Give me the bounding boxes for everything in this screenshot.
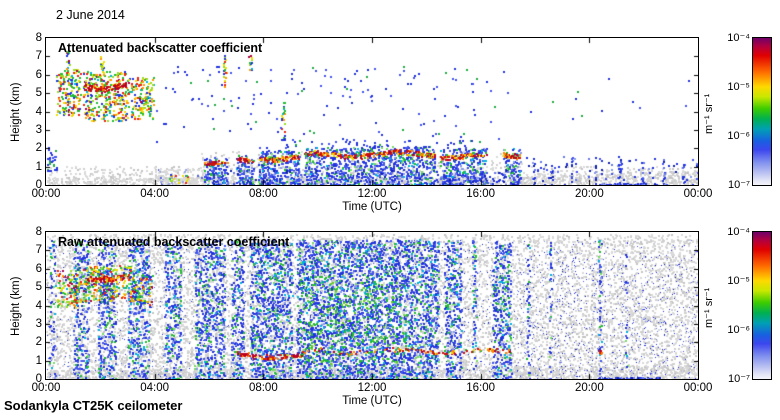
x-tick-label: 04:00 (140, 382, 170, 394)
colorbar-unit-top: m⁻¹ sr⁻¹ (703, 93, 715, 134)
x-axis-label-top: Time (UTC) (342, 201, 402, 213)
colorbar-tick-label: 10⁻⁵ (727, 274, 750, 287)
y-tick-label: 4 (35, 105, 42, 118)
colorbar-tick-label: 10⁻⁶ (727, 130, 750, 142)
y-tick-label: 0 (35, 179, 42, 191)
y-axis-label-top: Height (km) (10, 82, 22, 142)
panel-title-bottom: Raw attenuated backscatter coefficient (58, 235, 290, 249)
colorbar-tick-label: 10⁻⁶ (727, 324, 750, 336)
instrument-label: Sodankyla CT25K ceilometer (4, 398, 183, 413)
x-tick-label: 20:00 (574, 188, 604, 200)
x-tick-label: 00:00 (31, 382, 61, 394)
x-tick-label: 08:00 (248, 382, 278, 394)
y-tick-label: 5 (35, 281, 42, 294)
colorbar-tick-label: 10⁻⁷ (727, 373, 750, 385)
y-tick-label: 8 (35, 32, 42, 44)
colorbar-unit-bottom: m⁻¹ sr⁻¹ (703, 287, 715, 328)
y-tick-label: 6 (35, 68, 42, 81)
colorbar-bottom (752, 231, 772, 380)
y-tick-label: 3 (35, 317, 42, 330)
y-tick-label: 1 (35, 354, 42, 367)
x-tick-label: 04:00 (140, 188, 170, 200)
x-tick-label: 12:00 (357, 382, 387, 394)
y-tick-label: 5 (35, 87, 42, 100)
x-tick-label: 20:00 (574, 382, 604, 394)
x-tick-label: 00:00 (683, 382, 713, 394)
colorbar-tick-label: 10⁻⁴ (727, 226, 750, 238)
x-tick-label: 16:00 (466, 382, 496, 394)
y-tick-label: 2 (35, 142, 42, 155)
y-tick-label: 7 (35, 50, 42, 63)
y-tick-label: 2 (35, 336, 42, 349)
x-tick-label: 00:00 (683, 188, 713, 200)
panel-raw-attenuated-backscatter: Raw attenuated backscatter coefficient (45, 231, 699, 380)
colorbar-tick-label: 10⁻⁴ (727, 32, 750, 44)
y-tick-label: 8 (35, 226, 42, 238)
y-tick-label: 6 (35, 262, 42, 275)
y-tick-label: 7 (35, 244, 42, 257)
x-tick-label: 16:00 (466, 188, 496, 200)
y-axis-label-bottom: Height (km) (10, 276, 22, 336)
x-tick-label: 00:00 (31, 188, 61, 200)
heatmap-canvas-top (46, 38, 698, 185)
panel-title-top: Attenuated backscatter coefficient (58, 41, 263, 55)
y-tick-label: 0 (35, 373, 42, 385)
colorbar-top (752, 37, 772, 186)
date-label: 2 June 2014 (56, 8, 125, 22)
x-axis-label-bottom: Time (UTC) (342, 395, 402, 407)
heatmap-canvas-bottom (46, 232, 698, 379)
y-tick-label: 1 (35, 160, 42, 173)
colorbar-tick-label: 10⁻⁷ (727, 179, 750, 191)
colorbar-tick-label: 10⁻⁵ (727, 80, 750, 93)
x-tick-label: 12:00 (357, 188, 387, 200)
y-tick-label: 4 (35, 299, 42, 312)
x-tick-label: 08:00 (248, 188, 278, 200)
panel-attenuated-backscatter: Attenuated backscatter coefficient (45, 37, 699, 186)
y-tick-label: 3 (35, 123, 42, 136)
